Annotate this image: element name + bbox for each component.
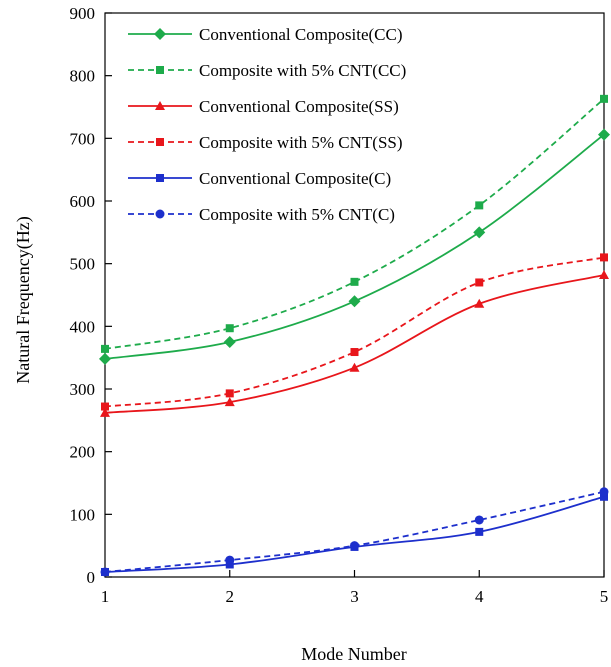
data-point xyxy=(101,344,109,353)
legend-entry: Conventional Composite(C) xyxy=(128,169,391,188)
data-point xyxy=(223,336,236,348)
data-point xyxy=(600,253,608,262)
x-tick-label: 3 xyxy=(350,587,359,606)
data-point xyxy=(100,567,110,577)
legend-swatch-marker xyxy=(156,66,164,74)
data-point xyxy=(475,278,484,287)
legend-entry: Conventional Composite(CC) xyxy=(128,25,403,44)
y-axis: 0 100 200 300 400 500 600 700 800 900 xyxy=(70,4,112,587)
x-tick-label: 1 xyxy=(101,587,110,606)
legend-label: Composite with 5% CNT(CC) xyxy=(199,61,406,80)
data-point xyxy=(600,492,608,501)
data-point xyxy=(225,324,234,333)
legend-entry: Composite with 5% CNT(C) xyxy=(128,205,395,224)
y-tick-label: 900 xyxy=(70,4,96,23)
data-point xyxy=(475,527,484,536)
data-point xyxy=(474,298,485,308)
data-point xyxy=(599,487,609,497)
legend-swatch-marker xyxy=(156,174,164,182)
series-5 xyxy=(101,492,608,576)
data-point xyxy=(349,362,360,372)
legend-swatch-marker xyxy=(155,101,165,110)
legend-entry: Composite with 5% CNT(SS) xyxy=(128,133,403,152)
legend-label: Composite with 5% CNT(SS) xyxy=(199,133,403,152)
data-point xyxy=(598,128,610,141)
y-tick-label: 200 xyxy=(70,443,96,462)
series-3 xyxy=(100,269,609,417)
data-point xyxy=(475,201,484,210)
data-point xyxy=(350,277,359,286)
y-tick-label: 400 xyxy=(70,317,96,336)
legend-swatch-marker xyxy=(156,138,164,146)
x-axis-label: Mode Number xyxy=(301,644,406,664)
data-point xyxy=(224,397,235,407)
legend: Conventional Composite(CC) Composite with… xyxy=(128,25,406,224)
y-tick-label: 0 xyxy=(87,568,96,587)
legend-swatch-marker xyxy=(154,28,166,40)
series-line xyxy=(104,495,605,573)
y-tick-label: 500 xyxy=(70,255,96,274)
x-tick-label: 5 xyxy=(600,587,609,606)
y-tick-label: 700 xyxy=(70,129,96,148)
data-point xyxy=(350,348,359,357)
data-point xyxy=(225,389,234,398)
data-point xyxy=(473,226,486,239)
y-tick-label: 300 xyxy=(70,380,96,399)
y-tick-label: 100 xyxy=(70,505,96,524)
data-point xyxy=(348,295,361,308)
x-axis: 1 2 3 4 5 xyxy=(101,570,609,606)
legend-entry: Composite with 5% CNT(CC) xyxy=(128,61,406,80)
legend-label: Conventional Composite(SS) xyxy=(199,97,399,116)
series-line xyxy=(104,98,605,350)
series-2 xyxy=(101,94,608,353)
x-tick-label: 4 xyxy=(475,587,484,606)
legend-label: Conventional Composite(C) xyxy=(199,169,391,188)
data-point xyxy=(100,407,110,417)
data-point xyxy=(599,269,609,279)
data-point xyxy=(99,352,111,365)
data-point xyxy=(350,541,359,551)
series-4 xyxy=(101,253,608,411)
data-point xyxy=(600,94,608,103)
data-point xyxy=(474,515,484,525)
x-tick-label: 2 xyxy=(226,587,235,606)
series-layer xyxy=(99,94,610,577)
legend-label: Composite with 5% CNT(C) xyxy=(199,205,395,224)
data-point xyxy=(101,402,109,411)
series-line xyxy=(104,256,605,408)
series-6 xyxy=(100,487,609,577)
legend-label: Conventional Composite(CC) xyxy=(199,25,403,44)
y-tick-label: 800 xyxy=(70,67,96,86)
legend-swatch-marker xyxy=(155,209,165,219)
y-tick-label: 600 xyxy=(70,192,96,211)
series-line xyxy=(104,490,605,573)
legend-entry: Conventional Composite(SS) xyxy=(128,97,399,116)
series-1 xyxy=(99,128,610,365)
data-point xyxy=(225,555,235,565)
y-axis-label: Natural Frequency(Hz) xyxy=(13,216,34,383)
